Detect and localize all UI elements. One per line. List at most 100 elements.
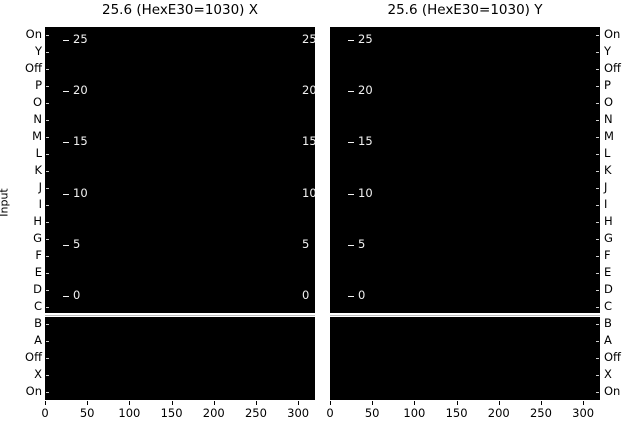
x-tick-mark [414, 401, 416, 405]
value-tick-mark [348, 40, 354, 41]
category-tick-mark [596, 86, 599, 88]
x-tick-label: 50 [364, 406, 380, 420]
category-tick-mark [46, 86, 49, 88]
category-tick-label: X [604, 366, 612, 381]
inner-value-labels-right: 25 20 15 10 5 0 [330, 27, 600, 313]
x-tick-mark [456, 401, 458, 405]
axes-divider-right [330, 315, 600, 316]
category-tick-mark [596, 306, 599, 308]
x-tick-mark [87, 401, 89, 405]
category-tick-mark [596, 69, 599, 71]
plot-area-right-upper[interactable] [330, 27, 600, 313]
value-tick-label: 25 [358, 32, 373, 46]
category-tick-label: Off [604, 61, 621, 76]
category-tick-mark [46, 52, 49, 54]
value-tick-mark [348, 193, 354, 195]
category-tick-mark [46, 340, 49, 342]
x-tick-mark [372, 401, 374, 405]
category-tick-label: N [33, 112, 42, 127]
category-tick-mark [46, 357, 49, 359]
category-tick-mark [596, 357, 599, 359]
panel-title-right: 25.6 (HexE30=1030) Y [387, 2, 543, 18]
x-tick-mark [171, 401, 173, 405]
category-axis-left: On Y Off P O N M L K J I H G F E D C B A Off X On [6, 27, 42, 400]
value-tick-mark [63, 142, 69, 144]
category-tick-label: J [38, 180, 42, 195]
inner-value-labels-left: 25 25 20 20 15 15 10 10 5 5 0 0 [45, 27, 315, 313]
category-tick-label: Off [604, 349, 621, 364]
value-tick-label-clipped: 15 [302, 134, 315, 149]
category-tick-label: P [604, 78, 611, 93]
x-tick-label: 200 [202, 406, 225, 420]
x-tick-label: 0 [326, 406, 334, 420]
x-tick-label: 150 [160, 406, 183, 420]
plot-area-left-upper[interactable] [45, 27, 315, 313]
value-tick-label: 20 [358, 83, 373, 98]
category-tick-label: N [604, 112, 613, 127]
category-tick-label: F [604, 247, 611, 262]
x-tick-label: 250 [244, 406, 267, 420]
plot-area-left-lower[interactable] [45, 317, 315, 400]
category-tick-mark [46, 120, 49, 122]
x-tick-label: 300 [287, 406, 310, 420]
category-tick-label: C [604, 298, 613, 313]
category-tick-label: Y [34, 44, 42, 59]
category-tick-label: G [33, 230, 42, 245]
category-tick-label: Off [25, 61, 42, 76]
category-tick-label: On [604, 27, 621, 42]
value-tick-mark [63, 91, 69, 93]
x-tick-label: 300 [572, 406, 595, 420]
x-tick-mark [498, 401, 500, 405]
category-tick-label: O [604, 95, 614, 110]
category-tick-mark [46, 35, 49, 37]
category-tick-label: E [34, 264, 42, 279]
category-tick-mark [596, 391, 599, 393]
category-tick-mark [596, 205, 599, 207]
category-tick-label: B [604, 315, 612, 330]
value-tick-label: 25 [73, 32, 88, 46]
x-tick-mark [298, 401, 300, 405]
category-tick-mark [596, 137, 599, 139]
category-tick-label: P [35, 78, 42, 93]
x-tick-label: 100 [118, 406, 141, 420]
category-tick-mark [596, 238, 599, 240]
x-tick-mark [330, 401, 331, 405]
value-tick-mark [348, 296, 354, 297]
value-tick-label-clipped: 25 [302, 32, 315, 46]
plot-area-right-lower[interactable] [330, 317, 600, 400]
category-tick-label: L [35, 146, 42, 161]
value-tick-label: 10 [358, 185, 373, 200]
category-tick-mark [46, 272, 49, 274]
category-tick-mark [46, 255, 49, 257]
panel-title-left: 25.6 (HexE30=1030) X [101, 2, 258, 18]
x-tick-label: 50 [79, 406, 95, 420]
category-tick-mark [46, 205, 49, 207]
category-tick-label: On [25, 383, 42, 398]
value-tick-label: 15 [73, 134, 88, 149]
category-tick-label: E [604, 264, 612, 279]
category-tick-mark [596, 272, 599, 274]
category-tick-label: L [604, 146, 611, 161]
category-tick-label: M [604, 129, 614, 144]
value-tick-label: 0 [358, 288, 366, 302]
category-tick-label: M [32, 129, 42, 144]
value-tick-label-clipped: 10 [302, 185, 315, 200]
category-tick-label: I [604, 197, 608, 212]
category-tick-label: I [38, 197, 42, 212]
category-axis-right: On Y Off P O N M L K J I H G F E D C B A Off X On [604, 27, 640, 400]
value-tick-label: 10 [73, 185, 88, 200]
category-tick-mark [596, 289, 599, 291]
category-tick-mark [46, 374, 49, 376]
category-tick-mark [596, 340, 599, 342]
value-tick-label-clipped: 20 [302, 83, 315, 98]
value-tick-label: 20 [73, 83, 88, 98]
axes-divider-left [45, 315, 315, 316]
category-tick-label: A [604, 332, 612, 347]
category-tick-label: G [604, 230, 613, 245]
category-tick-label: H [33, 213, 42, 228]
category-tick-mark [46, 154, 49, 156]
value-tick-mark [63, 40, 69, 41]
x-tick-mark [129, 401, 131, 405]
category-tick-mark [596, 255, 599, 257]
